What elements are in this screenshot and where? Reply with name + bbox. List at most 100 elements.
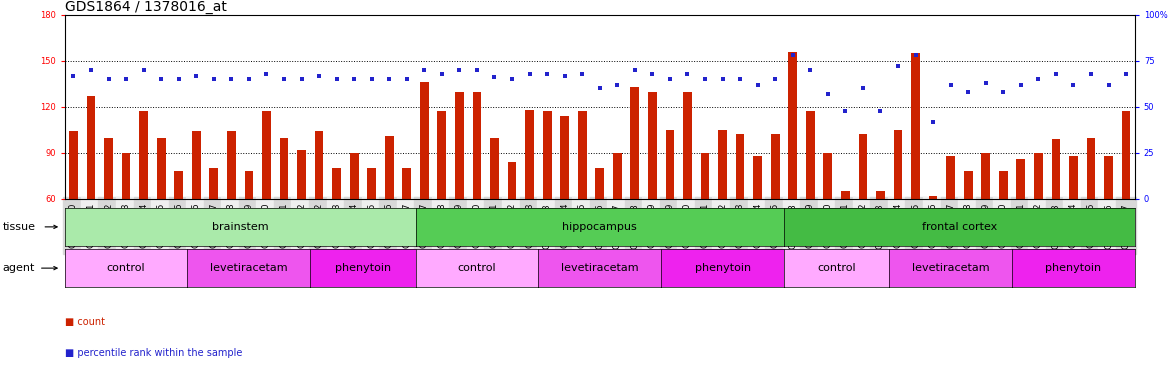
Point [485,75,503,81]
Text: levetiracetam: levetiracetam [911,263,989,273]
Point [240,76,259,82]
Point [433,71,452,77]
Point [626,67,644,73]
Bar [823,153,833,199]
Text: control: control [817,263,856,273]
Text: GDS1864 / 1378016_at: GDS1864 / 1378016_at [65,0,227,14]
Point [608,82,627,88]
Point [941,82,960,88]
Bar [349,153,359,199]
Bar [736,135,744,199]
Bar [69,131,78,199]
Point [222,76,241,82]
Bar [473,92,481,199]
Bar [209,168,219,199]
Point [415,67,434,73]
Bar [245,171,253,199]
Text: tissue: tissue [2,222,35,232]
Point [976,80,995,86]
Point [397,76,416,82]
Bar [437,111,446,199]
Bar [648,92,656,199]
Point [1029,76,1048,82]
Bar [929,196,937,199]
Point [362,76,381,82]
Point [327,76,346,82]
Bar [876,191,884,199]
Point [81,67,100,73]
Bar [981,153,990,199]
Text: agent: agent [2,263,35,273]
Point [783,53,802,58]
Point [1047,71,1065,77]
Point [258,71,276,77]
Text: phenytoin: phenytoin [1045,263,1102,273]
Text: frontal cortex: frontal cortex [922,222,997,232]
Point [994,89,1013,95]
Point [537,71,556,77]
Point [766,76,784,82]
Point [730,76,749,82]
Point [555,73,574,79]
Point [502,76,521,82]
Bar [666,130,674,199]
Bar [87,96,95,199]
Bar [367,168,376,199]
Bar [526,110,534,199]
Point [345,76,363,82]
Bar [105,138,113,199]
Point [205,76,223,82]
Bar [1051,139,1061,199]
Bar [1104,156,1112,199]
Bar [964,171,973,199]
Bar [806,111,815,199]
Point [134,67,153,73]
Bar [315,131,323,199]
Point [292,76,310,82]
Point [958,89,977,95]
Point [116,76,135,82]
Point [643,71,662,77]
Text: levetiracetam: levetiracetam [211,263,288,273]
Point [380,76,399,82]
Text: control: control [457,263,496,273]
Bar [841,191,850,199]
Text: control: control [107,263,146,273]
Bar [298,150,306,199]
Point [309,73,328,79]
Bar [455,92,463,199]
Bar [788,52,797,199]
Bar [683,92,691,199]
Bar [770,135,780,199]
Point [801,67,820,73]
Bar [630,87,640,199]
Point [1100,82,1118,88]
Bar [998,171,1008,199]
Point [152,76,171,82]
Point [1117,71,1136,77]
Point [64,73,82,79]
Bar [1034,153,1043,199]
Bar [508,162,516,199]
Point [590,86,609,92]
Bar [719,130,727,199]
Point [450,67,469,73]
Point [169,76,188,82]
Point [274,76,293,82]
Point [1011,82,1030,88]
Text: brainstem: brainstem [212,222,268,232]
Point [818,91,837,97]
Bar [174,171,183,199]
Text: phenytoin: phenytoin [335,263,390,273]
Text: ■ count: ■ count [65,318,105,327]
Bar [911,53,920,199]
Point [520,71,539,77]
Bar [1122,111,1130,199]
Bar [192,131,201,199]
Bar [701,153,709,199]
Bar [858,135,867,199]
Bar [262,111,270,199]
Point [468,67,487,73]
Bar [947,156,955,199]
Text: hippocampus: hippocampus [562,222,637,232]
